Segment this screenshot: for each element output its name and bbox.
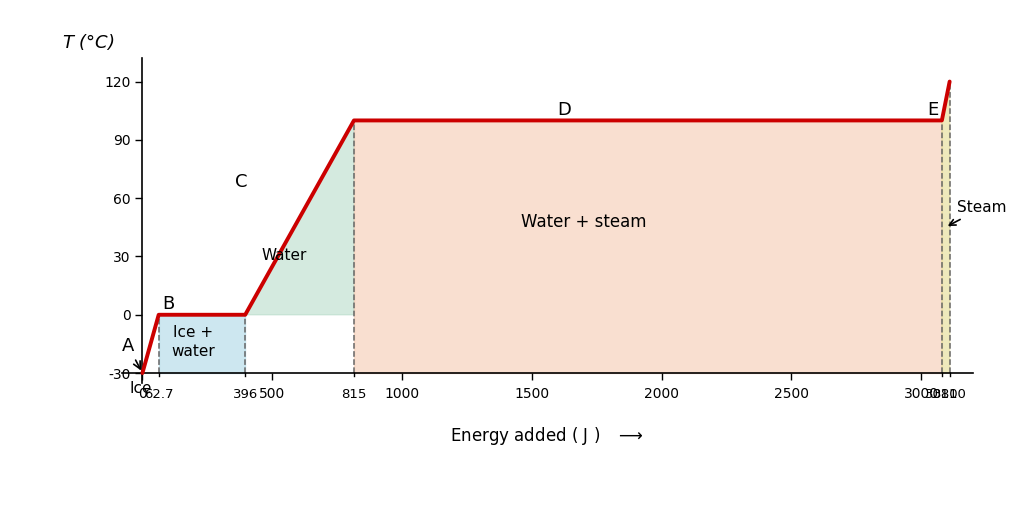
Text: Water: Water (261, 248, 307, 263)
Text: 3110: 3110 (933, 388, 967, 401)
Text: D: D (558, 100, 572, 119)
Text: $T$ (°C): $T$ (°C) (62, 32, 115, 52)
Text: 396: 396 (232, 388, 258, 401)
Text: Steam: Steam (949, 200, 1007, 225)
Text: E: E (928, 100, 939, 119)
Polygon shape (354, 120, 942, 373)
Polygon shape (246, 120, 354, 315)
Text: Energy added ( J )   $\longrightarrow$: Energy added ( J ) $\longrightarrow$ (450, 425, 644, 447)
Text: 815: 815 (342, 388, 366, 401)
Text: Ice +
water: Ice + water (171, 325, 215, 359)
Text: Ice: Ice (130, 380, 152, 395)
Text: Water + steam: Water + steam (521, 214, 647, 231)
Text: A: A (122, 337, 140, 369)
Text: B: B (162, 295, 174, 313)
Text: 62.7: 62.7 (144, 388, 174, 401)
Text: 3080: 3080 (925, 388, 959, 401)
Text: C: C (234, 173, 248, 190)
Polygon shape (159, 315, 246, 373)
Polygon shape (942, 81, 949, 373)
